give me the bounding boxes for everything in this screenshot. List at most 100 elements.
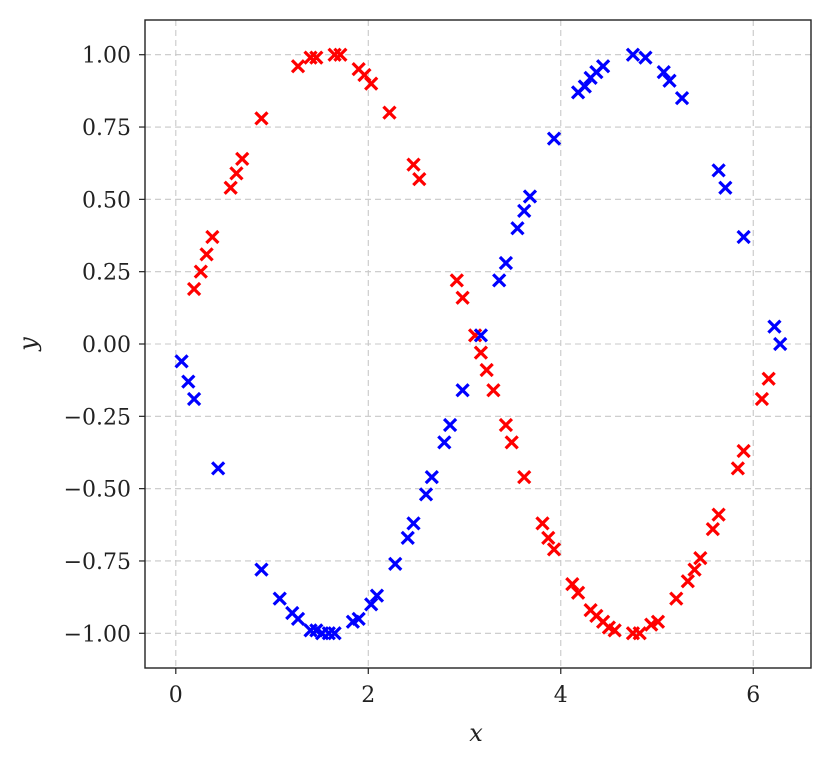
y-tick-label: −0.25 [64,405,131,430]
data-point-marker [193,264,208,279]
data-point-marker [486,383,501,398]
x-tick-label: 2 [361,683,375,708]
data-point-marker [736,229,751,245]
data-point-marker [205,229,220,245]
data-point-marker [736,443,751,459]
data-point-marker [492,273,507,288]
data-point-marker [412,171,427,187]
data-point-marker [229,166,244,181]
data-point-marker [754,391,770,407]
data-point-marker [767,319,782,334]
data-point-marker [498,255,514,271]
data-point-marker [546,131,562,146]
data-point-marker [199,247,214,262]
data-point-marker [211,461,226,476]
x-tick-label: 0 [169,683,183,708]
data-point-marker [541,530,556,545]
data-point-marker [546,542,562,557]
data-point-marker [290,59,306,74]
data-point-marker [186,391,202,407]
data-point-marker [656,64,671,80]
data-point-marker [504,435,519,450]
data-point-marker [638,50,653,65]
y-tick-label: 0.00 [82,333,131,358]
data-point-marker [479,362,494,378]
data-point-marker [510,221,525,236]
axis-ticks [139,54,754,674]
series-blue-markers [174,47,788,641]
y-tick-label: 0.25 [82,261,131,286]
data-point-marker [442,417,458,433]
data-point-marker [406,516,421,531]
data-point-marker [382,105,397,120]
data-point-marker [711,163,726,178]
y-tick-label: −1.00 [64,622,131,647]
data-point-marker [730,461,745,476]
data-point-marker [223,180,238,195]
data-point-marker [625,47,641,62]
data-point-marker [517,469,532,485]
y-axis-label: y [14,337,42,352]
x-tick-label: 6 [746,683,760,708]
y-tick-label: 1.00 [82,44,131,69]
data-point-marker [351,611,366,626]
data-point-marker [437,435,452,450]
data-point-marker [773,336,788,352]
data-point-marker [570,585,586,600]
data-point-marker [181,374,196,389]
data-point-marker [632,626,647,641]
data-point-marker [761,371,776,386]
data-point-marker [498,417,514,433]
data-point-marker [186,281,202,297]
data-point-marker [662,73,677,88]
data-point-marker [327,626,342,641]
data-point-marker [473,328,489,343]
y-tick-label: 0.75 [82,116,131,141]
data-point-marker [687,562,702,577]
data-point-marker [607,623,622,638]
data-point-marker [290,611,306,626]
data-point-marker [517,203,532,219]
x-axis-label: x [469,719,483,747]
data-point-marker [364,76,379,91]
data-point-marker [333,47,348,62]
data-point-marker [455,290,470,305]
data-point-marker [174,354,189,369]
x-tick-labels: 0 2 4 6 [169,683,760,708]
data-point-marker [669,591,684,606]
data-point-marker [388,556,403,571]
y-tick-label: −0.75 [64,550,131,575]
y-tick-labels: −1.00 −0.75 −0.50 −0.25 0.00 0.25 0.50 0.75 1.00 [64,44,131,648]
data-point-marker [449,273,464,288]
data-point-marker [424,469,439,485]
data-point-marker [400,530,415,545]
data-point-marker [650,614,666,629]
data-point-marker [680,574,695,589]
data-point-marker [535,516,550,531]
data-point-marker [369,588,385,603]
data-point-marker [406,157,421,172]
data-point-marker [693,550,708,566]
data-point-marker [235,151,250,166]
data-point-marker [711,507,726,522]
data-point-marker [473,345,489,360]
data-point-marker [364,597,379,612]
data-point-marker [309,50,324,65]
data-point-marker [254,111,269,126]
data-point-marker [522,189,538,204]
grid-lines [145,20,811,668]
data-point-marker [272,591,287,606]
data-point-marker [577,79,592,94]
data-point-marker [718,180,733,195]
data-point-marker [595,59,611,74]
data-point-marker [565,576,580,592]
data-point-marker [254,562,269,577]
x-tick-label: 4 [554,683,568,708]
series-red-markers [186,47,776,641]
data-point-marker [418,487,434,502]
y-tick-label: −0.50 [64,478,131,503]
data-point-marker [674,90,690,106]
data-point-marker [705,522,720,537]
data-point-marker [455,383,470,398]
